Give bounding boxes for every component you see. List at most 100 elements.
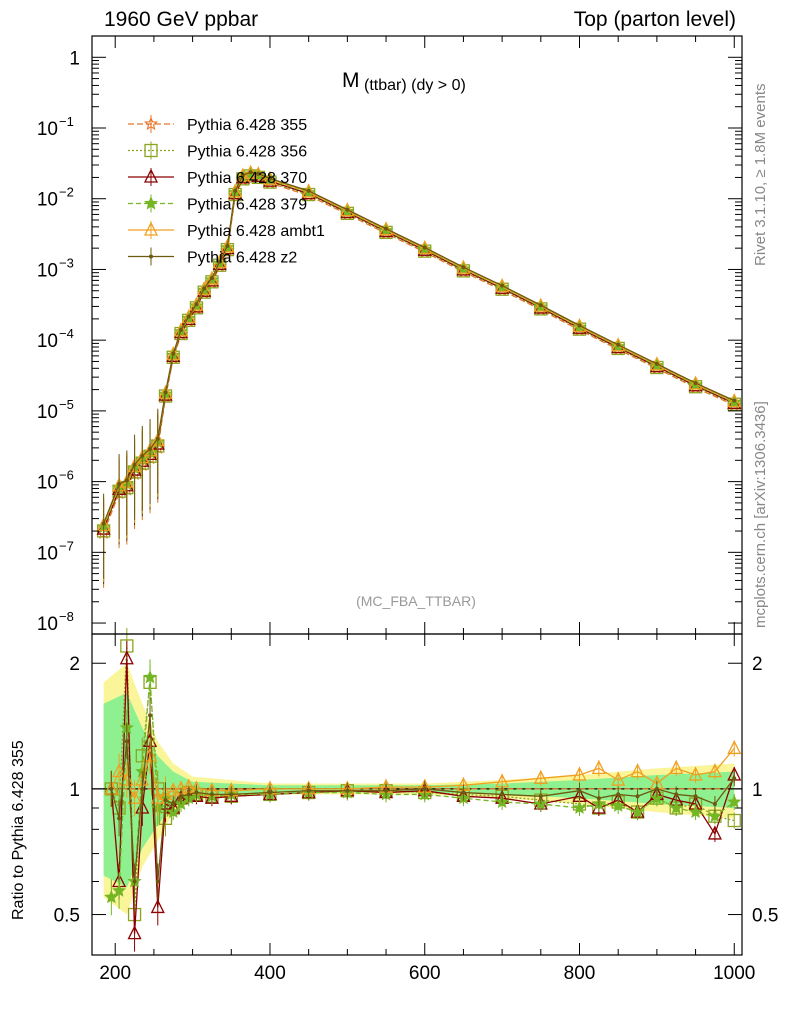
ratio-point: [630, 804, 645, 819]
y-tick-exponent: −3: [59, 255, 74, 270]
upper-point: [217, 259, 222, 264]
ratio-point: [186, 792, 191, 797]
upper-point: [688, 375, 703, 390]
legend-label: Pythia 6.428 370: [187, 170, 307, 187]
upper-point: [101, 521, 106, 526]
ratio-series-5: [109, 697, 737, 900]
ratio-point: [688, 804, 703, 819]
upper-point: [732, 398, 737, 403]
ratio-point: [727, 813, 741, 828]
x-tick-label: 1000: [713, 963, 755, 984]
ratio-point: [669, 759, 684, 774]
header-left: 1960 GeV ppbar: [104, 8, 259, 31]
ratio-point: [306, 788, 311, 793]
ratio-point: [384, 788, 389, 793]
upper-point: [228, 183, 243, 198]
ratio-point: [132, 879, 137, 884]
ratio-point: [142, 669, 158, 684]
x-tick-label: 200: [99, 963, 131, 984]
upper-point: [158, 384, 173, 399]
legend-entry: Pythia 6.428 355: [128, 115, 307, 134]
upper-point: [378, 221, 394, 236]
ratio-point: [616, 792, 621, 797]
y-tick-label: 10: [37, 190, 58, 211]
legend-label: Pythia 6.428 ambt1: [187, 223, 325, 240]
ratio-point: [693, 794, 698, 799]
legend-label: Pythia 6.428 379: [187, 197, 307, 214]
ratio-y-tick-label: 2: [69, 654, 80, 675]
upper-series-5: [101, 170, 737, 579]
y-tick-label: 10: [37, 473, 58, 494]
ratio-point: [611, 798, 626, 812]
upper-point: [194, 302, 199, 307]
ratio-point: [194, 790, 199, 795]
legend-marker: [143, 196, 159, 210]
upper-point: [243, 164, 258, 179]
ratio-point: [229, 792, 234, 797]
upper-point: [186, 314, 191, 319]
ratio-point: [727, 794, 742, 809]
x-tick-label: 400: [254, 963, 286, 984]
ratio-point: [127, 925, 142, 940]
upper-point: [178, 327, 183, 332]
upper-point: [220, 238, 235, 253]
legend-entry: Pythia 6.428 356: [128, 141, 307, 161]
chart-subtitle: (ttbar) (dy > 0): [364, 77, 466, 94]
legend-label: Pythia 6.428 z2: [187, 250, 297, 267]
x-tick-label: 800: [564, 963, 596, 984]
upper-point: [240, 173, 245, 178]
upper-point: [456, 259, 471, 274]
upper-point: [495, 278, 510, 293]
upper-point: [538, 303, 543, 308]
y-tick-label: 10: [37, 331, 58, 352]
upper-point: [417, 239, 432, 255]
ratio-y-tick-label: 1: [69, 780, 80, 801]
ratio-point: [209, 792, 214, 797]
legend-entry: Pythia 6.428 370: [128, 168, 307, 187]
y-tick-exponent: −7: [59, 538, 74, 553]
x-tick-label: 600: [409, 963, 441, 984]
legend-marker: [144, 143, 158, 158]
ratio-y-tick-label-right: 2: [752, 654, 763, 675]
upper-point: [384, 226, 389, 231]
y-tick-label: 10: [37, 402, 58, 423]
y-tick-label: 10: [37, 260, 58, 281]
ratio-y-tick-label: 0.5: [54, 906, 80, 927]
ratio-point: [577, 788, 582, 793]
header-right: Top (parton level): [573, 8, 736, 31]
legend-marker: [143, 116, 159, 131]
y-tick-label: 10: [37, 614, 58, 635]
upper-point: [155, 436, 160, 441]
ratio-point: [727, 739, 742, 755]
upper-point: [209, 276, 214, 281]
upper-point: [189, 296, 204, 311]
ratio-point: [140, 786, 145, 791]
ratio-point: [461, 790, 466, 795]
ratio-point: [500, 792, 505, 797]
upper-point: [461, 265, 466, 270]
y-tick-exponent: −2: [59, 185, 74, 200]
ratio-point: [163, 798, 168, 803]
ratio-y-tick-label-right: 1: [752, 780, 763, 801]
legend-marker: [143, 168, 159, 183]
ratio-point: [345, 788, 350, 793]
upper-point: [577, 323, 582, 328]
ratio-point: [112, 883, 127, 897]
upper-point: [256, 171, 261, 176]
upper-point: [225, 243, 230, 248]
upper-point: [262, 170, 278, 185]
upper-point: [124, 478, 129, 483]
upper-point: [212, 254, 227, 269]
ratio-point: [649, 790, 664, 805]
upper-point: [340, 202, 355, 217]
ratio-point: [707, 808, 722, 823]
ratio-point: [124, 739, 129, 744]
upper-point: [422, 245, 427, 250]
ratio-point: [596, 796, 601, 801]
upper-point: [204, 270, 219, 285]
ratio-point: [611, 771, 626, 786]
legend-marker: [149, 254, 153, 259]
y-tick-exponent: −4: [59, 326, 74, 341]
ratio-point: [166, 782, 181, 797]
y-tick-label: 10: [37, 119, 58, 140]
